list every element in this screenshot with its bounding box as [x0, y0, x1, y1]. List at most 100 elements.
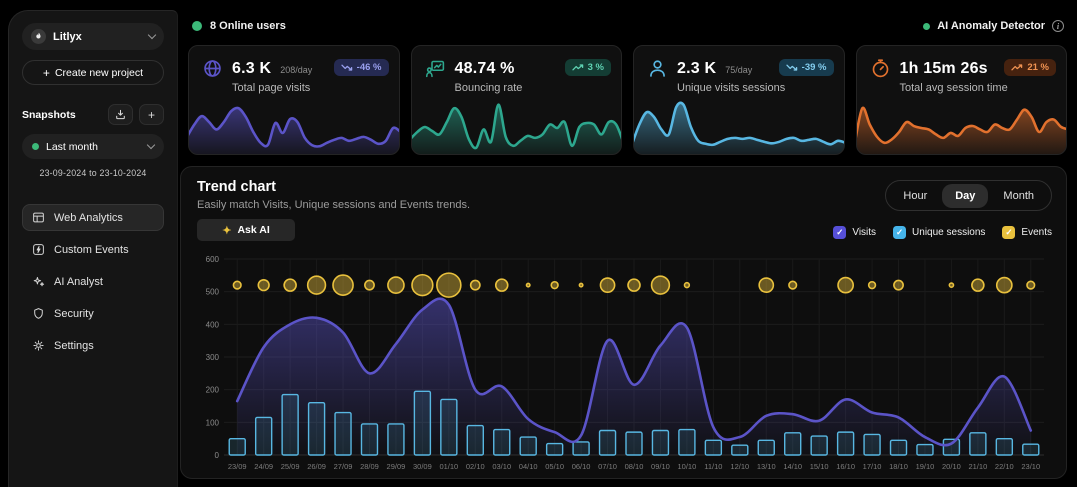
sidebar-item-label: Settings: [54, 339, 94, 352]
plus-icon: +: [42, 65, 50, 80]
svg-text:19/10: 19/10: [916, 462, 935, 471]
trend-up-icon: [1011, 64, 1023, 71]
svg-text:17/10: 17/10: [863, 462, 882, 471]
create-project-button[interactable]: + Create new project: [22, 60, 164, 85]
trend-badge: 21 %: [1004, 59, 1056, 76]
chevron-down-icon: [147, 30, 157, 40]
svg-text:300: 300: [206, 353, 220, 362]
card-label: Bouncing rate: [454, 82, 523, 94]
svg-text:02/10: 02/10: [466, 462, 485, 471]
svg-text:24/09: 24/09: [254, 462, 273, 471]
svg-text:01/10: 01/10: [439, 462, 458, 471]
bounce-rate-icon: [425, 58, 446, 79]
download-icon: [116, 109, 125, 120]
snapshot-selected: Last month: [46, 140, 98, 153]
legend-unique-sessions[interactable]: ✓ Unique sessions: [893, 226, 985, 239]
tab-month[interactable]: Month: [990, 184, 1047, 208]
anomaly-status-dot: [923, 22, 931, 30]
svg-text:600: 600: [206, 255, 220, 264]
card-unique-sessions: 2.3 K 75/day Unique visits sessions -39 …: [633, 45, 845, 155]
svg-text:400: 400: [206, 320, 220, 329]
sidebar-item-ai-analyst[interactable]: AI Analyst: [22, 268, 164, 295]
svg-text:22/10: 22/10: [995, 462, 1014, 471]
stat-cards-row: 6.3 K 208/day Total page visits -46 % 48…: [188, 45, 1067, 155]
sidebar-item-custom-events[interactable]: Custom Events: [22, 236, 164, 263]
sidebar-item-label: AI Analyst: [54, 275, 103, 288]
snapshots-row: Snapshots +: [22, 104, 164, 125]
svg-text:03/10: 03/10: [492, 462, 511, 471]
legend-visits[interactable]: ✓ Visits: [833, 226, 876, 239]
project-selector[interactable]: Litlyx: [22, 23, 164, 50]
legend-events[interactable]: ✓ Events: [1002, 226, 1052, 239]
snapshot-date-range: 23-09-2024 to 23-10-2024: [39, 168, 147, 178]
svg-text:08/10: 08/10: [625, 462, 644, 471]
svg-text:09/10: 09/10: [651, 462, 670, 471]
card-head: 48.74 %: [412, 46, 622, 79]
trend-down-icon: [341, 64, 352, 71]
plus-icon: +: [147, 107, 155, 122]
legend-label: Visits: [852, 227, 877, 238]
snapshot-status-dot: [32, 143, 39, 150]
badge-value: 3 %: [587, 62, 604, 73]
card-value: 6.3 K: [232, 59, 272, 77]
svg-text:18/10: 18/10: [889, 462, 908, 471]
sidebar-item-label: Custom Events: [54, 243, 129, 256]
sidebar-nav: Web Analytics Custom Events AI Analyst S…: [22, 204, 164, 359]
export-snapshot-button[interactable]: [108, 104, 133, 125]
sidebar-item-settings[interactable]: Settings: [22, 332, 164, 359]
add-snapshot-button[interactable]: +: [139, 104, 164, 125]
litlyx-logo-icon: [31, 29, 46, 44]
trend-up-icon: [571, 64, 583, 71]
badge-value: 21 %: [1027, 62, 1049, 73]
badge-value: -39 %: [801, 62, 827, 73]
sidebar: Litlyx + Create new project Snapshots + …: [8, 10, 178, 487]
person-icon: [647, 58, 668, 79]
sidebar-item-web-analytics[interactable]: Web Analytics: [22, 204, 164, 231]
anomaly-label: AI Anomaly Detector: [937, 20, 1045, 32]
timer-icon: [870, 58, 891, 79]
svg-text:11/10: 11/10: [704, 462, 722, 471]
svg-text:29/09: 29/09: [387, 462, 406, 471]
svg-text:25/09: 25/09: [281, 462, 300, 471]
card-label: Total avg session time: [899, 82, 1008, 94]
trend-down-icon: [786, 64, 797, 71]
card-head: 2.3 K 75/day: [634, 46, 844, 79]
card-bouncing-rate: 48.74 % Bouncing rate 3 %: [410, 45, 622, 155]
range-tabs: Hour Day Month: [885, 180, 1052, 211]
chevron-down-icon: [146, 140, 156, 150]
legend-label: Events: [1021, 227, 1052, 238]
panel-title: Trend chart: [197, 179, 276, 195]
online-users-label: 8 Online users: [210, 20, 286, 32]
card-per-day: 75/day: [725, 65, 753, 75]
trend-chart-panel: Trend chart Easily match Visits, Unique …: [180, 166, 1067, 479]
card-avg-session-time: 1h 15m 26s Total avg session time 21 %: [855, 45, 1067, 155]
unique-sessions-sparkline: [633, 101, 844, 154]
chart-legend: ✓ Visits ✓ Unique sessions ✓ Events: [833, 226, 1052, 239]
svg-text:21/10: 21/10: [968, 462, 987, 471]
tab-day[interactable]: Day: [942, 183, 989, 208]
card-label: Total page visits: [232, 82, 311, 94]
badge-value: -46 %: [356, 62, 382, 73]
online-users: 8 Online users: [192, 20, 286, 32]
gear-icon: [32, 339, 45, 352]
ask-ai-label: Ask AI: [237, 224, 270, 236]
bolt-square-icon: [32, 243, 45, 256]
svg-text:13/10: 13/10: [757, 462, 776, 471]
snapshot-selector[interactable]: Last month: [22, 134, 164, 159]
svg-text:16/10: 16/10: [836, 462, 855, 471]
svg-text:06/10: 06/10: [572, 462, 591, 471]
svg-text:500: 500: [206, 288, 220, 297]
tab-hour[interactable]: Hour: [890, 184, 940, 208]
page-visits-sparkline: [188, 106, 399, 154]
ai-anomaly-detector: AI Anomaly Detector i: [923, 20, 1064, 32]
checkbox-checked-icon: ✓: [893, 226, 907, 239]
info-icon[interactable]: i: [1052, 20, 1064, 32]
svg-text:04/10: 04/10: [519, 462, 538, 471]
card-head: 6.3 K 208/day: [189, 46, 399, 79]
sidebar-item-security[interactable]: Security: [22, 300, 164, 327]
svg-text:07/10: 07/10: [598, 462, 617, 471]
ask-ai-button[interactable]: ✦ Ask AI: [197, 219, 295, 241]
create-project-label: Create new project: [54, 66, 144, 79]
trend-badge: -46 %: [333, 59, 389, 76]
bounce-rate-sparkline: [411, 103, 622, 154]
